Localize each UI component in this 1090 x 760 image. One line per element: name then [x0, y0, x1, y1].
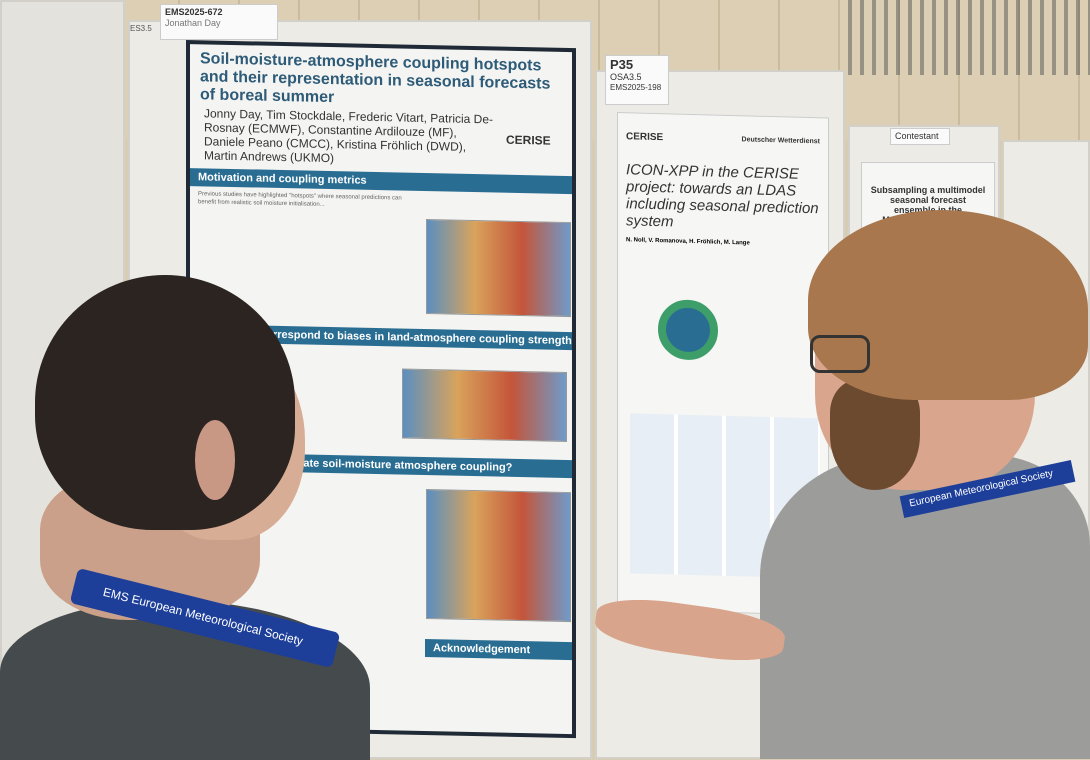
cerise-logo: CERISE [506, 132, 551, 148]
ems-logo: EMS [101, 584, 131, 605]
poster-title: Soil-moisture-atmosphere coupling hotspo… [200, 50, 551, 107]
dwd-logo: Deutscher Wetterdienst [741, 136, 820, 146]
side-label: ES3.5 [130, 24, 152, 33]
figure-maps-grid [426, 489, 571, 623]
glasses-icon [810, 335, 870, 373]
contestant-label: Contestant [890, 128, 950, 145]
section-header: Acknowledgement [425, 639, 572, 661]
diagram-circle [658, 299, 718, 361]
person-hair [808, 210, 1088, 400]
figure-world-maps [402, 368, 567, 442]
person-hair [35, 275, 295, 530]
figure-maps [426, 219, 571, 318]
person-ear [195, 420, 235, 500]
board-label-2: P35 OSA3.5 EMS2025-198 [605, 55, 669, 105]
ceiling-light [848, 0, 1090, 75]
poster-title: ICON-XPP in the CERISE project: towards … [626, 161, 819, 231]
cerise-logo: CERISE [626, 131, 664, 144]
board-label-1: EMS2025-672 Jonathan Day [160, 4, 278, 40]
